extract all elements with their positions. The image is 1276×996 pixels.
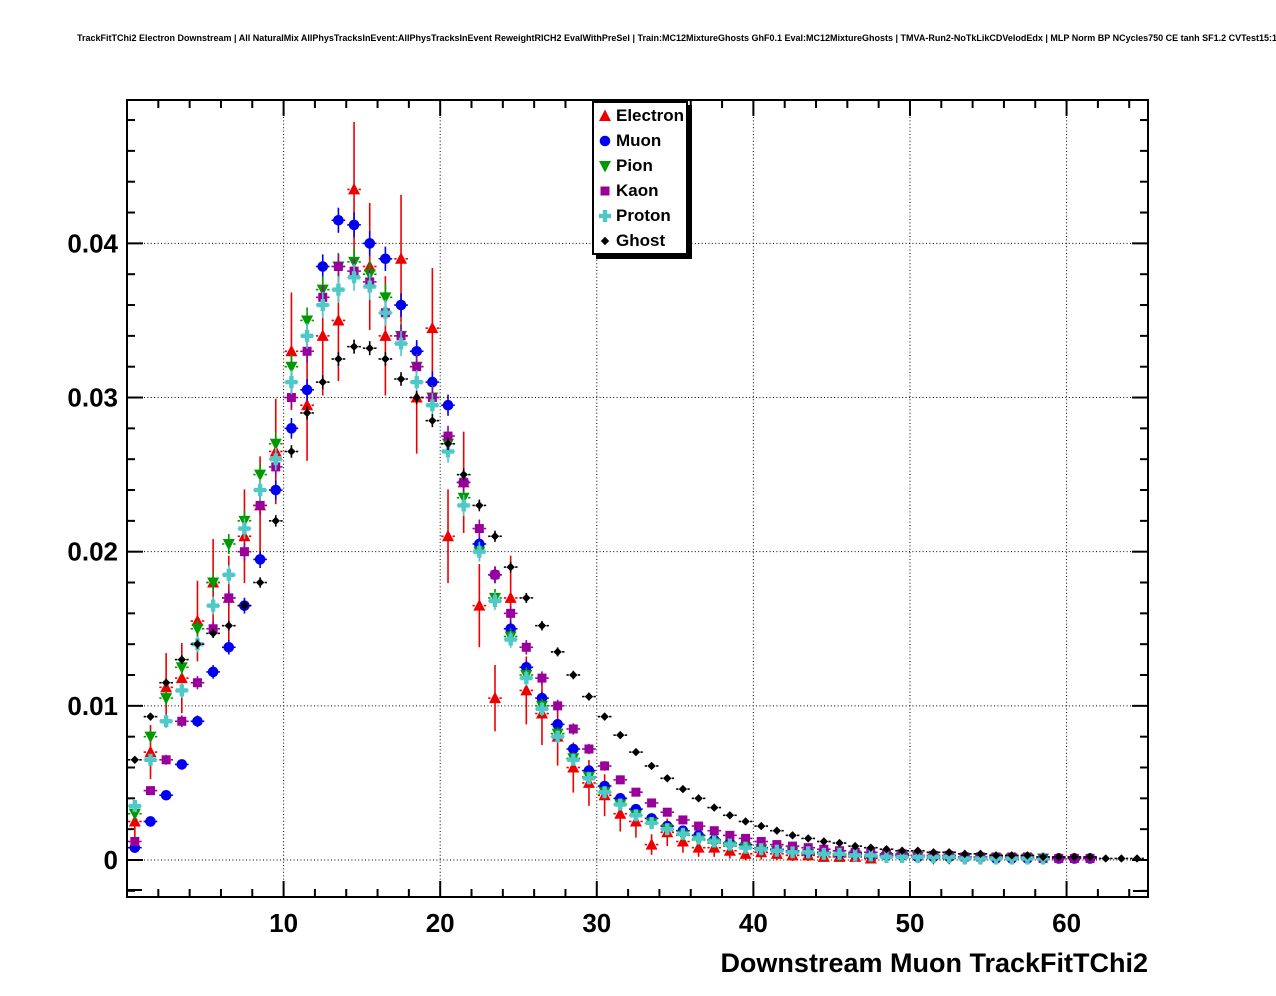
legend-entry-electron: Electron bbox=[594, 103, 686, 128]
x-tick-label: 20 bbox=[426, 908, 455, 938]
legend-label-muon: Muon bbox=[616, 130, 662, 150]
legend-entry-muon: Muon bbox=[594, 128, 686, 153]
legend-entry-proton: Proton bbox=[594, 203, 686, 228]
legend-box[interactable]: Electron Muon Pion Kaon Proton Ghost bbox=[592, 101, 688, 255]
legend-label-electron: Electron bbox=[616, 105, 685, 125]
kaon-square-marker-icon bbox=[594, 182, 616, 200]
x-tick-label: 50 bbox=[896, 908, 925, 938]
series-muon bbox=[128, 207, 1097, 864]
y-tick-label: 0.02 bbox=[67, 537, 118, 567]
x-axis-title: Downstream Muon TrackFitTChi2 bbox=[720, 948, 1148, 978]
series-electron bbox=[128, 121, 878, 864]
plot-frame bbox=[126, 99, 1149, 898]
legend-label-kaon: Kaon bbox=[616, 180, 659, 200]
x-tick-label: 10 bbox=[269, 908, 298, 938]
y-tick-label: 0 bbox=[104, 845, 118, 875]
y-tick-label: 0.03 bbox=[67, 383, 118, 413]
ghost-diamond-marker-icon bbox=[594, 232, 616, 250]
legend-entry-pion: Pion bbox=[594, 153, 686, 178]
y-tick-label: 0.04 bbox=[67, 228, 118, 258]
axis-tick-labels: 10 20 30 40 50 60 0 0.01 0.02 0.03 0.04 bbox=[67, 228, 1081, 938]
legend-entry-kaon: Kaon bbox=[594, 178, 686, 203]
pion-triangle-down-marker-icon bbox=[594, 157, 616, 175]
x-tick-label: 60 bbox=[1052, 908, 1081, 938]
legend-label-ghost: Ghost bbox=[616, 230, 666, 250]
series-kaon bbox=[128, 254, 1097, 863]
electron-triangle-marker-icon bbox=[594, 107, 616, 125]
series-proton bbox=[128, 263, 1050, 865]
y-tick-label: 0.01 bbox=[67, 691, 118, 721]
x-tick-label: 30 bbox=[582, 908, 611, 938]
x-tick-label: 40 bbox=[739, 908, 768, 938]
plot-title: TrackFitTChi2 Electron Downstream | All … bbox=[77, 33, 1276, 43]
legend-label-proton: Proton bbox=[616, 205, 671, 225]
series-ghost bbox=[128, 339, 1144, 863]
proton-cross-marker-icon bbox=[594, 207, 616, 225]
legend-label-pion: Pion bbox=[616, 155, 653, 175]
muon-circle-marker-icon bbox=[594, 132, 616, 150]
legend-entry-ghost: Ghost bbox=[594, 228, 686, 253]
